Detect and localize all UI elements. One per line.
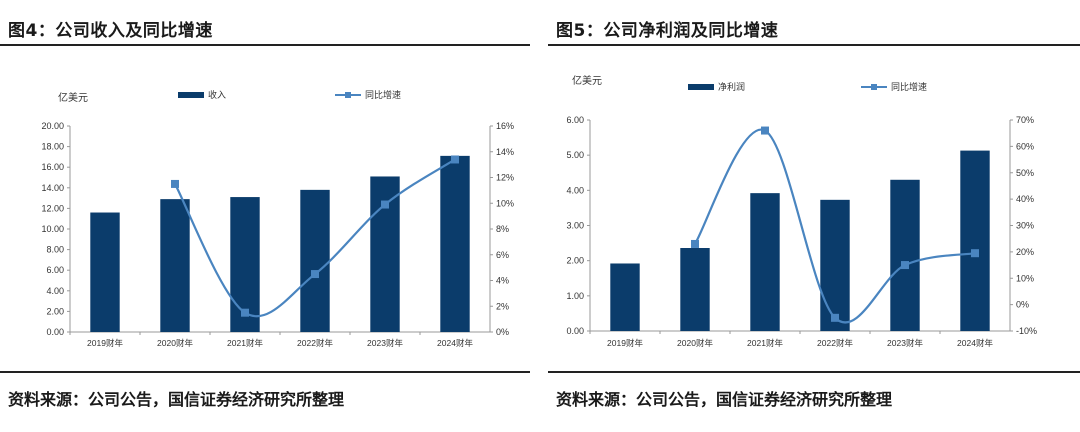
source-note: 资料来源：公司公告，国信证券经济研究所整理 <box>8 390 345 409</box>
right-tick-label: 60% <box>1016 141 1034 151</box>
left-tick-label: 3.00 <box>566 221 584 231</box>
net-profit-figure-panel: 图5：公司净利润及同比增速 亿美元净利润 同比增速 6.00 5.00 4.00 3.00… <box>548 0 1080 432</box>
right-tick-label: 10% <box>496 198 514 208</box>
x-tick-label: 2020财年 <box>677 338 713 348</box>
growth-point-2023财年 <box>381 200 389 209</box>
title-rule <box>0 44 530 46</box>
bar-2021财年 <box>750 193 780 331</box>
left-tick-label: 6.00 <box>46 265 64 275</box>
right-tick-label: -10% <box>1016 326 1037 336</box>
left-tick-label: 0.00 <box>46 327 64 337</box>
left-tick-label: 20.00 <box>41 121 64 131</box>
left-tick-label: 18.00 <box>41 142 64 152</box>
growth-point-2024财年 <box>971 249 979 258</box>
legend-line-label: 同比增速 <box>365 89 401 100</box>
right-tick-label: 8% <box>496 224 509 234</box>
x-tick-label: 2021财年 <box>227 338 263 348</box>
left-tick-label: 10.00 <box>41 224 64 234</box>
bar-2023财年 <box>890 179 920 331</box>
bar-2022财年 <box>820 199 850 331</box>
right-tick-label: 30% <box>1016 221 1034 231</box>
right-tick-label: 70% <box>1016 115 1034 125</box>
right-tick-label: 6% <box>496 250 509 260</box>
legend-line-marker <box>871 84 877 90</box>
figure-title: 图4：公司收入及同比增速 <box>8 21 213 41</box>
right-tick-label: 50% <box>1016 168 1034 178</box>
legend-bar-label: 净利润 <box>718 81 745 92</box>
bar-2019财年 <box>610 263 640 331</box>
left-tick-label: 0.00 <box>566 326 584 336</box>
legend-bar-label: 收入 <box>208 89 226 100</box>
left-tick-label: 5.00 <box>566 150 584 160</box>
growth-point-2023财年 <box>901 261 909 270</box>
bar-2020财年 <box>160 199 190 332</box>
x-tick-label: 2024财年 <box>957 338 993 348</box>
x-tick-label: 2023财年 <box>367 338 403 348</box>
bar-2024财年 <box>440 155 470 332</box>
left-tick-label: 4.00 <box>46 286 64 296</box>
right-tick-label: 4% <box>496 276 509 286</box>
left-tick-label: 1.00 <box>566 291 584 301</box>
revenue-figure-panel: 图4：公司收入及同比增速 亿美元 收入 同比增速 20.00 18.00 16.00 14.… <box>0 0 530 432</box>
x-tick-label: 2019财年 <box>87 338 123 348</box>
growth-point-2021财年 <box>241 308 249 317</box>
y-axis-unit-label: 亿美元 <box>58 91 88 104</box>
left-tick-label: 2.00 <box>46 306 64 316</box>
legend-line-marker <box>345 92 351 98</box>
source-note: 资料来源：公司公告，国信证券经济研究所整理 <box>556 390 893 409</box>
growth-point-2021财年 <box>761 126 769 135</box>
x-tick-label: 2024财年 <box>437 338 473 348</box>
left-tick-label: 12.00 <box>41 203 64 213</box>
left-tick-label: 16.00 <box>41 162 64 172</box>
right-tick-label: 12% <box>496 173 514 183</box>
x-tick-label: 2021财年 <box>747 338 783 348</box>
left-tick-label: 4.00 <box>566 185 584 195</box>
bar-2023财年 <box>370 176 400 332</box>
bar-2020财年 <box>680 248 710 331</box>
y-axis-unit-label: 亿美元 <box>572 74 602 87</box>
bar-2024财年 <box>960 150 990 331</box>
bar-2022财年 <box>300 189 330 332</box>
legend-line-label: 同比增速 <box>891 81 927 92</box>
growth-point-2024财年 <box>451 155 459 164</box>
source-rule <box>548 371 1080 373</box>
legend-bar-swatch <box>688 84 714 90</box>
right-tick-label: 0% <box>496 327 509 337</box>
title-rule <box>548 44 1080 46</box>
growth-point-2020财年 <box>171 179 179 188</box>
x-tick-label: 2019财年 <box>607 338 643 348</box>
right-tick-label: 20% <box>1016 247 1034 257</box>
revenue-chart: 亿美元 收入 同比增速 20.00 18.00 16.00 14.00 12.00 10.00 8… <box>41 89 514 348</box>
left-tick-label: 14.00 <box>41 183 64 193</box>
right-tick-label: 14% <box>496 147 514 157</box>
growth-point-2022财年 <box>831 313 839 322</box>
right-tick-label: 40% <box>1016 194 1034 204</box>
left-tick-label: 8.00 <box>46 245 64 255</box>
left-tick-label: 6.00 <box>566 115 584 125</box>
growth-rate-line <box>694 128 976 324</box>
x-tick-label: 2023财年 <box>887 338 923 348</box>
legend-bar-swatch <box>178 92 204 98</box>
right-tick-label: 16% <box>496 121 514 131</box>
net-profit-chart: 亿美元净利润 同比增速 6.00 5.00 4.00 3.00 2.00 1.00 0.00 70… <box>566 74 1037 348</box>
right-tick-label: 2% <box>496 301 509 311</box>
x-tick-label: 2022财年 <box>297 338 333 348</box>
x-tick-label: 2022财年 <box>817 338 853 348</box>
growth-point-2020财年 <box>691 239 699 248</box>
right-tick-label: 0% <box>1016 300 1029 310</box>
x-tick-label: 2020财年 <box>157 338 193 348</box>
left-tick-label: 2.00 <box>566 256 584 266</box>
growth-point-2022财年 <box>311 270 319 279</box>
source-rule <box>0 371 530 373</box>
right-tick-label: 10% <box>1016 273 1034 283</box>
figure-title: 图5：公司净利润及同比增速 <box>556 21 779 41</box>
bar-2019财年 <box>90 212 120 332</box>
